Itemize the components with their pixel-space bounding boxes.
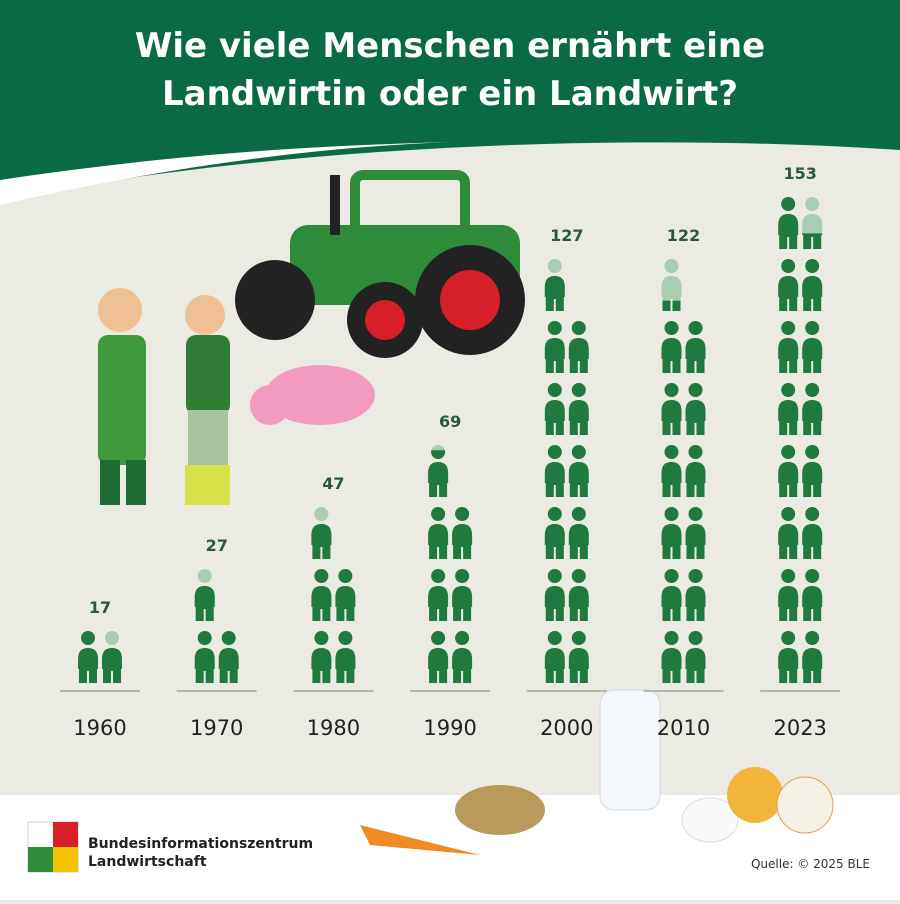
- person-icon: [78, 631, 98, 683]
- person-icon: [802, 569, 823, 621]
- x-tick-label: 1970: [190, 716, 243, 740]
- pictograph-column: [428, 445, 473, 683]
- person-icon: [661, 631, 682, 683]
- logo: [27, 821, 79, 873]
- pictograph-column: [544, 259, 589, 683]
- header-band: [0, 0, 900, 200]
- person-icon: [544, 631, 565, 683]
- person-icon: [778, 197, 799, 249]
- person-icon: [778, 321, 799, 373]
- person-icon: [311, 569, 332, 621]
- header-swoosh: [0, 142, 450, 205]
- person-icon: [778, 445, 799, 497]
- logo-text: Bundesinformationszentrum: [88, 836, 313, 852]
- person-icon: [102, 631, 122, 683]
- person-icon: [661, 383, 682, 435]
- person-icon: [685, 445, 706, 497]
- person-icon: [544, 259, 565, 311]
- person-icon: [685, 631, 706, 683]
- person-icon: [802, 197, 823, 249]
- pictograph-column: [194, 569, 239, 683]
- person-icon: [194, 631, 215, 683]
- person-icon: [802, 445, 823, 497]
- person-icon: [802, 321, 823, 373]
- pictograph-column: [78, 631, 122, 683]
- person-icon: [544, 445, 565, 497]
- person-icon: [452, 569, 473, 621]
- person-icon: [335, 631, 356, 683]
- x-tick-label: 2000: [540, 716, 593, 740]
- person-icon: [568, 507, 589, 559]
- person-icon: [544, 321, 565, 373]
- person-icon: [452, 631, 473, 683]
- person-icon: [802, 259, 823, 311]
- person-icon: [544, 569, 565, 621]
- x-tick-label: 2010: [657, 716, 710, 740]
- person-icon: [661, 259, 682, 311]
- pictograph-column: [661, 259, 706, 683]
- person-icon: [194, 569, 215, 621]
- person-icon: [544, 383, 565, 435]
- person-icon: [568, 383, 589, 435]
- chart-title: Wie viele Menschen ernährt eine Landwirt…: [134, 26, 766, 114]
- person-icon: [802, 383, 823, 435]
- person-icon: [685, 321, 706, 373]
- x-tick-label: 2023: [773, 716, 826, 740]
- pig: [250, 365, 375, 425]
- person-icon: [802, 507, 823, 559]
- value-label: 47: [322, 474, 344, 493]
- value-label: 17: [89, 598, 111, 617]
- person-icon: [685, 507, 706, 559]
- person-icon: [778, 569, 799, 621]
- person-icon: [428, 445, 449, 497]
- value-label: 127: [550, 226, 583, 245]
- value-label: 27: [206, 536, 228, 555]
- farmers: [98, 288, 230, 505]
- person-icon: [661, 569, 682, 621]
- person-icon: [568, 321, 589, 373]
- person-icon: [661, 507, 682, 559]
- person-icon: [311, 631, 332, 683]
- person-icon: [802, 631, 823, 683]
- source: Quelle: © 2025 BLE: [751, 857, 870, 871]
- person-icon: [568, 631, 589, 683]
- person-icon: [778, 383, 799, 435]
- value-label: 69: [439, 412, 461, 431]
- value-label: 153: [783, 164, 816, 183]
- pictograph-column: [778, 197, 823, 683]
- person-icon: [661, 321, 682, 373]
- x-tick-label: 1980: [307, 716, 360, 740]
- person-icon: [685, 569, 706, 621]
- person-icon: [661, 445, 682, 497]
- person-icon: [685, 383, 706, 435]
- person-icon: [568, 569, 589, 621]
- tractor: [235, 170, 525, 358]
- person-icon: [311, 507, 332, 559]
- x-tick-label: 1960: [73, 716, 126, 740]
- logo-text: Landwirtschaft: [88, 854, 207, 870]
- person-icon: [568, 445, 589, 497]
- pictograph-column: [311, 507, 356, 683]
- person-icon: [428, 569, 449, 621]
- person-icon: [218, 631, 239, 683]
- value-label: 122: [667, 226, 700, 245]
- x-tick-label: 1990: [423, 716, 476, 740]
- person-icon: [778, 631, 799, 683]
- person-icon: [778, 259, 799, 311]
- person-icon: [335, 569, 356, 621]
- person-icon: [428, 507, 449, 559]
- food: [360, 689, 834, 855]
- person-icon: [452, 507, 473, 559]
- person-icon: [544, 507, 565, 559]
- person-icon: [778, 507, 799, 559]
- person-icon: [428, 631, 449, 683]
